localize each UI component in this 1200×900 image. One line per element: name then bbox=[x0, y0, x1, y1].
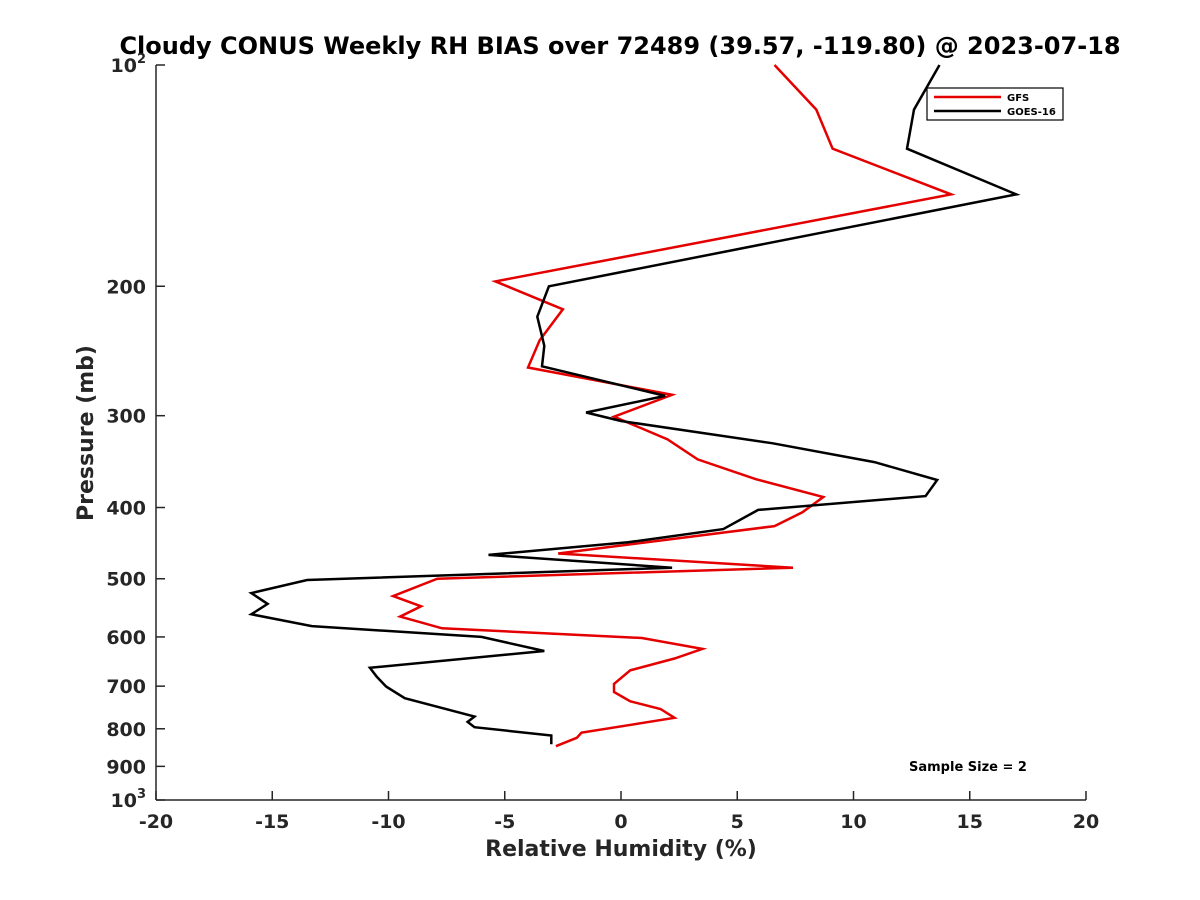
x-tick-label: -15 bbox=[255, 811, 289, 833]
y-tick-exponent: 2 bbox=[137, 52, 146, 67]
series-layer bbox=[247, 64, 1021, 748]
y-tick-label: 500 bbox=[106, 569, 146, 591]
y-tick-label: 200 bbox=[106, 276, 146, 298]
y-tick-base: 10 bbox=[111, 790, 137, 812]
y-axis-label: Pressure (mb) bbox=[74, 345, 99, 521]
y-tick-exponent: 3 bbox=[137, 787, 146, 802]
y-tick-label: 400 bbox=[106, 498, 146, 520]
legend-label: GFS bbox=[1007, 93, 1029, 104]
x-tick-label: 15 bbox=[957, 811, 983, 833]
legend-box bbox=[926, 87, 1064, 121]
y-tick-label: 300 bbox=[106, 406, 146, 428]
chart-title: Cloudy CONUS Weekly RH BIAS over 72489 (… bbox=[119, 32, 1120, 60]
y-tick-base: 10 bbox=[111, 55, 137, 77]
x-tick-label: -5 bbox=[494, 811, 515, 833]
y-tick-label: 103 bbox=[111, 787, 147, 812]
series-line-goes-16 bbox=[247, 64, 1021, 745]
sample-size-annotation: Sample Size = 2 bbox=[909, 760, 1027, 775]
legend: GFS GOES-16 bbox=[926, 87, 1064, 121]
y-tick-label: 900 bbox=[106, 756, 146, 778]
x-tick-label: 5 bbox=[731, 811, 744, 833]
y-tick-label: 700 bbox=[106, 676, 146, 698]
x-ticks: -20 -15 -10 -5 0 5 10 15 20 bbox=[139, 791, 1099, 833]
y-tick-label: 600 bbox=[106, 627, 146, 649]
y-tick-label: 102 bbox=[111, 52, 147, 77]
x-axis-label: Relative Humidity (%) bbox=[485, 837, 757, 862]
legend-label: GOES-16 bbox=[1007, 107, 1056, 118]
y-tick-label: 800 bbox=[106, 719, 146, 741]
x-tick-label: 0 bbox=[614, 811, 627, 833]
x-tick-label: -20 bbox=[139, 811, 173, 833]
x-tick-label: -10 bbox=[371, 811, 405, 833]
x-tick-label: 10 bbox=[840, 811, 866, 833]
x-tick-label: 20 bbox=[1073, 811, 1099, 833]
series-line-gfs bbox=[389, 64, 956, 748]
